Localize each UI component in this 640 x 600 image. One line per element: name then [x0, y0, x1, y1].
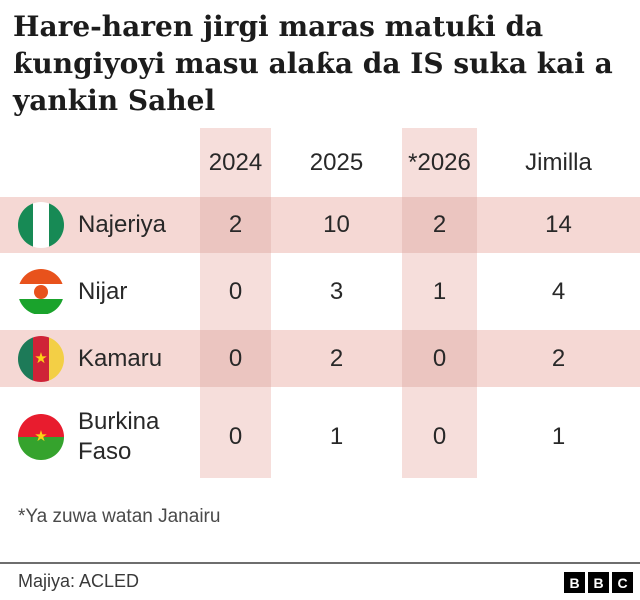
row-stripe-najeriya [0, 197, 640, 253]
value-cell: 1 [329, 422, 344, 450]
stripe-overlap [402, 330, 477, 387]
flag-sun-disc [34, 284, 48, 299]
table-row: Nijar 0 3 1 4 [0, 263, 640, 320]
flag-stripe [18, 299, 64, 315]
value-cell: 3 [329, 277, 344, 305]
country-label: Kamaru [78, 344, 163, 372]
stripe-overlap [200, 197, 271, 253]
country-label: Nijar [78, 277, 128, 305]
country-label: Najeriya [78, 211, 167, 238]
table-row: ★ Kamaru 0 2 0 2 [0, 330, 640, 387]
value-cell: 2 [228, 211, 243, 238]
value-cell: 0 [432, 344, 447, 372]
flag-stripe [18, 202, 34, 248]
bbc-logo-block: C [612, 572, 633, 593]
row-stripe-kamaru [0, 330, 640, 387]
value-cell: 2 [432, 211, 447, 238]
niger-flag-icon [18, 268, 64, 315]
column-header-2024: 2024 [208, 148, 263, 176]
flag-stripe [33, 335, 49, 382]
column-header-jimilla: Jimilla [525, 148, 592, 176]
column-header-2025: 2025 [309, 148, 364, 176]
value-cell: 4 [551, 277, 566, 305]
value-cell: 1 [432, 277, 447, 305]
highlight-band-2026 [402, 128, 477, 478]
source-attribution: Majiya: ACLED [18, 571, 140, 591]
value-cell: 0 [228, 277, 243, 305]
stripe-overlap [200, 330, 271, 387]
value-cell: 0 [228, 422, 243, 450]
bbc-logo-block: B [564, 572, 585, 593]
column-header-2026: *2026 [408, 148, 471, 176]
value-cell: 14 [545, 211, 572, 238]
flag-stripe [18, 268, 64, 284]
flag-stripe [33, 202, 49, 248]
stripe-overlap [402, 197, 477, 253]
value-cell: 0 [228, 344, 243, 372]
flag-star: ★ [34, 349, 48, 367]
value-cell: 2 [551, 344, 566, 372]
value-cell: 2 [329, 344, 344, 372]
cameroon-flag-icon: ★ [18, 335, 64, 382]
bbc-logo-block: B [588, 572, 609, 593]
country-label: Burkina Faso [78, 407, 160, 465]
value-cell: 1 [551, 422, 566, 450]
highlight-band-2024 [200, 128, 271, 478]
bbc-logo: B B C [564, 572, 633, 593]
flag-stripe [18, 413, 64, 437]
value-cell: 0 [432, 422, 447, 450]
footer-divider [0, 562, 640, 564]
flag-stripe [18, 436, 64, 460]
page-title: Hare-haren jirgi maras matuƙi da ƙungiyo… [13, 10, 613, 117]
table-header-row: 2024 2025 *2026 Jimilla [0, 128, 640, 197]
burkina-faso-flag-icon: ★ [18, 413, 64, 460]
flag-stripe [48, 335, 64, 382]
value-cell: 10 [323, 211, 350, 238]
flag-stripe [18, 335, 34, 382]
flag-star: ★ [34, 427, 48, 445]
flag-stripe [48, 202, 64, 248]
table-row: ★ Burkina Faso 0 1 0 1 [0, 395, 640, 478]
nigeria-flag-icon [18, 202, 64, 248]
footnote: *Ya zuwa watan Janairu [18, 506, 221, 527]
table-row: Najeriya 2 10 2 14 [0, 197, 640, 253]
